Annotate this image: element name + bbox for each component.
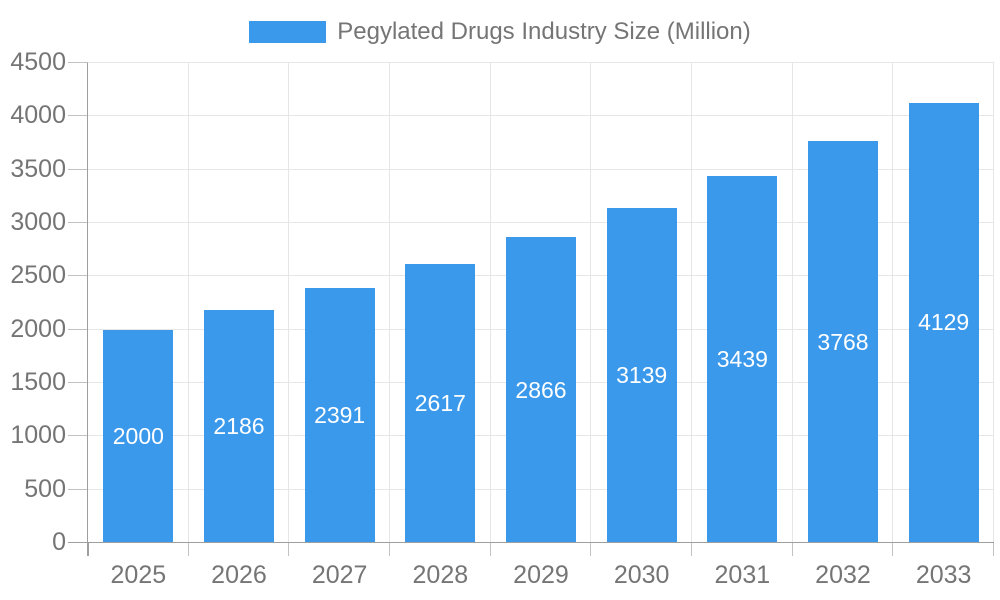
- x-axis-tick: [489, 543, 491, 556]
- x-axis-tick: [288, 543, 290, 556]
- bar-2027: 2391: [304, 287, 375, 543]
- y-axis-tick: [68, 62, 88, 63]
- y-tick-label: 4000: [10, 101, 66, 130]
- v-gridline: [187, 63, 189, 543]
- bar-value-label: 3439: [716, 346, 768, 373]
- bar-2026: 2186: [204, 309, 274, 543]
- bar-2032: 3768: [808, 141, 878, 543]
- x-axis-tick: [993, 543, 994, 556]
- v-gridline: [691, 63, 692, 543]
- legend-item[interactable]: Pegylated Drugs Industry Size (Million): [0, 14, 1000, 50]
- y-axis-tick: [68, 222, 88, 223]
- x-tick-label: 2033: [915, 561, 972, 589]
- bar-2030: 3139: [606, 208, 677, 543]
- v-gridline: [892, 63, 894, 543]
- y-axis-line: [87, 63, 88, 556]
- x-tick-label: 2029: [513, 561, 569, 589]
- x-tick-label: 2030: [613, 561, 670, 589]
- v-gridline: [590, 63, 592, 543]
- bar-value-label: 2186: [213, 412, 265, 439]
- y-tick-label: 2000: [10, 314, 66, 343]
- bar-value-label: 4129: [918, 309, 970, 336]
- x-axis-tick: [88, 543, 89, 556]
- x-tick-label: 2032: [815, 561, 871, 589]
- bar-2029: 2866: [506, 237, 576, 543]
- bar-2031: 3439: [707, 176, 778, 543]
- x-axis-tick: [892, 543, 894, 556]
- x-axis-tick: [791, 543, 793, 556]
- x-tick-label: 2028: [412, 561, 469, 589]
- bar-value-label: 3139: [616, 362, 668, 389]
- legend-swatch: [249, 21, 327, 43]
- y-tick-label: 1000: [10, 421, 66, 450]
- y-tick-label: 0: [52, 528, 66, 556]
- bar-2028: 2617: [405, 263, 476, 543]
- y-tick-label: 1500: [10, 368, 66, 396]
- y-axis-tick: [68, 435, 88, 437]
- bar-2033: 4129: [908, 102, 979, 543]
- bar-value-label: 2866: [515, 376, 567, 403]
- h-gridline: [88, 168, 994, 170]
- h-gridline: [88, 115, 994, 117]
- y-tick-label: 3000: [10, 208, 66, 236]
- y-axis-tick: [68, 382, 88, 383]
- bar-value-label: 2391: [314, 401, 366, 428]
- h-gridline: [88, 62, 994, 63]
- x-axis-tick: [389, 543, 390, 556]
- x-axis-line: [68, 542, 994, 543]
- x-tick-label: 2026: [211, 561, 267, 589]
- v-gridline: [389, 63, 390, 543]
- bar-2025: 2000: [103, 329, 174, 543]
- y-axis-tick: [68, 115, 88, 117]
- x-tick-label: 2031: [714, 561, 771, 589]
- v-gridline: [791, 63, 793, 543]
- y-axis-tick: [68, 168, 88, 170]
- y-tick-label: 500: [24, 474, 66, 503]
- bar-value-label: 2000: [112, 422, 164, 449]
- y-axis-tick: [68, 488, 88, 490]
- legend-label: Pegylated Drugs Industry Size (Million): [337, 18, 751, 45]
- x-tick-label: 2027: [311, 561, 368, 589]
- h-gridline: [88, 222, 994, 223]
- x-tick-label: 2025: [110, 561, 167, 589]
- y-tick-label: 3500: [10, 154, 66, 183]
- x-axis-tick: [691, 543, 692, 556]
- bar-value-label: 2617: [414, 389, 466, 416]
- y-axis-tick: [68, 328, 88, 330]
- v-gridline: [288, 63, 290, 543]
- bar-value-label: 3768: [817, 328, 869, 355]
- x-axis-tick: [187, 543, 189, 556]
- v-gridline: [993, 63, 994, 543]
- y-tick-label: 4500: [10, 48, 66, 76]
- v-gridline: [489, 63, 491, 543]
- y-tick-label: 2500: [10, 261, 66, 290]
- y-axis-tick: [68, 275, 88, 277]
- x-axis-tick: [590, 543, 592, 556]
